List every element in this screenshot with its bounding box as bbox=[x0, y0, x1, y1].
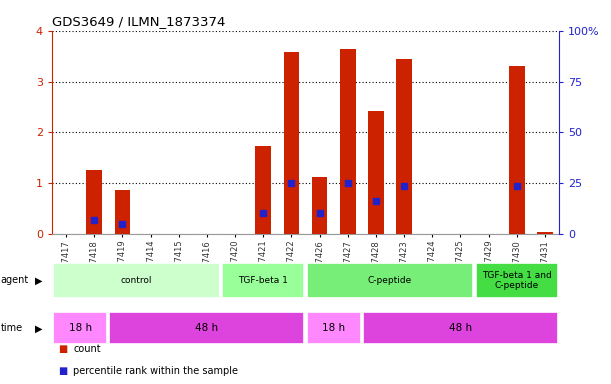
Bar bbox=[509, 66, 525, 234]
Text: ▶: ▶ bbox=[35, 275, 42, 285]
Bar bbox=[86, 170, 102, 234]
Text: ■: ■ bbox=[58, 366, 67, 376]
Bar bbox=[363, 313, 558, 344]
Text: C-peptide: C-peptide bbox=[368, 276, 412, 285]
Text: control: control bbox=[121, 276, 152, 285]
Bar bbox=[368, 111, 384, 234]
Bar bbox=[397, 59, 412, 234]
Text: 48 h: 48 h bbox=[449, 323, 472, 333]
Text: GDS3649 / ILMN_1873374: GDS3649 / ILMN_1873374 bbox=[52, 15, 225, 28]
Text: ▶: ▶ bbox=[35, 323, 42, 333]
Bar bbox=[476, 263, 558, 298]
Text: ■: ■ bbox=[58, 344, 67, 354]
Bar bbox=[537, 232, 553, 234]
Text: count: count bbox=[73, 344, 101, 354]
Text: 18 h: 18 h bbox=[68, 323, 92, 333]
Bar bbox=[53, 263, 220, 298]
Bar bbox=[340, 48, 356, 234]
Bar bbox=[307, 313, 360, 344]
Text: 48 h: 48 h bbox=[196, 323, 219, 333]
Text: time: time bbox=[1, 323, 23, 333]
Bar bbox=[53, 313, 107, 344]
Text: percentile rank within the sample: percentile rank within the sample bbox=[73, 366, 238, 376]
Text: TGF-beta 1: TGF-beta 1 bbox=[238, 276, 288, 285]
Bar bbox=[307, 263, 474, 298]
Bar bbox=[255, 146, 271, 234]
Bar bbox=[312, 177, 327, 234]
Text: 18 h: 18 h bbox=[322, 323, 345, 333]
Text: agent: agent bbox=[1, 275, 29, 285]
Text: TGF-beta 1 and
C-peptide: TGF-beta 1 and C-peptide bbox=[482, 271, 552, 290]
Bar bbox=[109, 313, 304, 344]
Bar bbox=[222, 263, 304, 298]
Bar bbox=[284, 52, 299, 234]
Bar bbox=[115, 190, 130, 234]
